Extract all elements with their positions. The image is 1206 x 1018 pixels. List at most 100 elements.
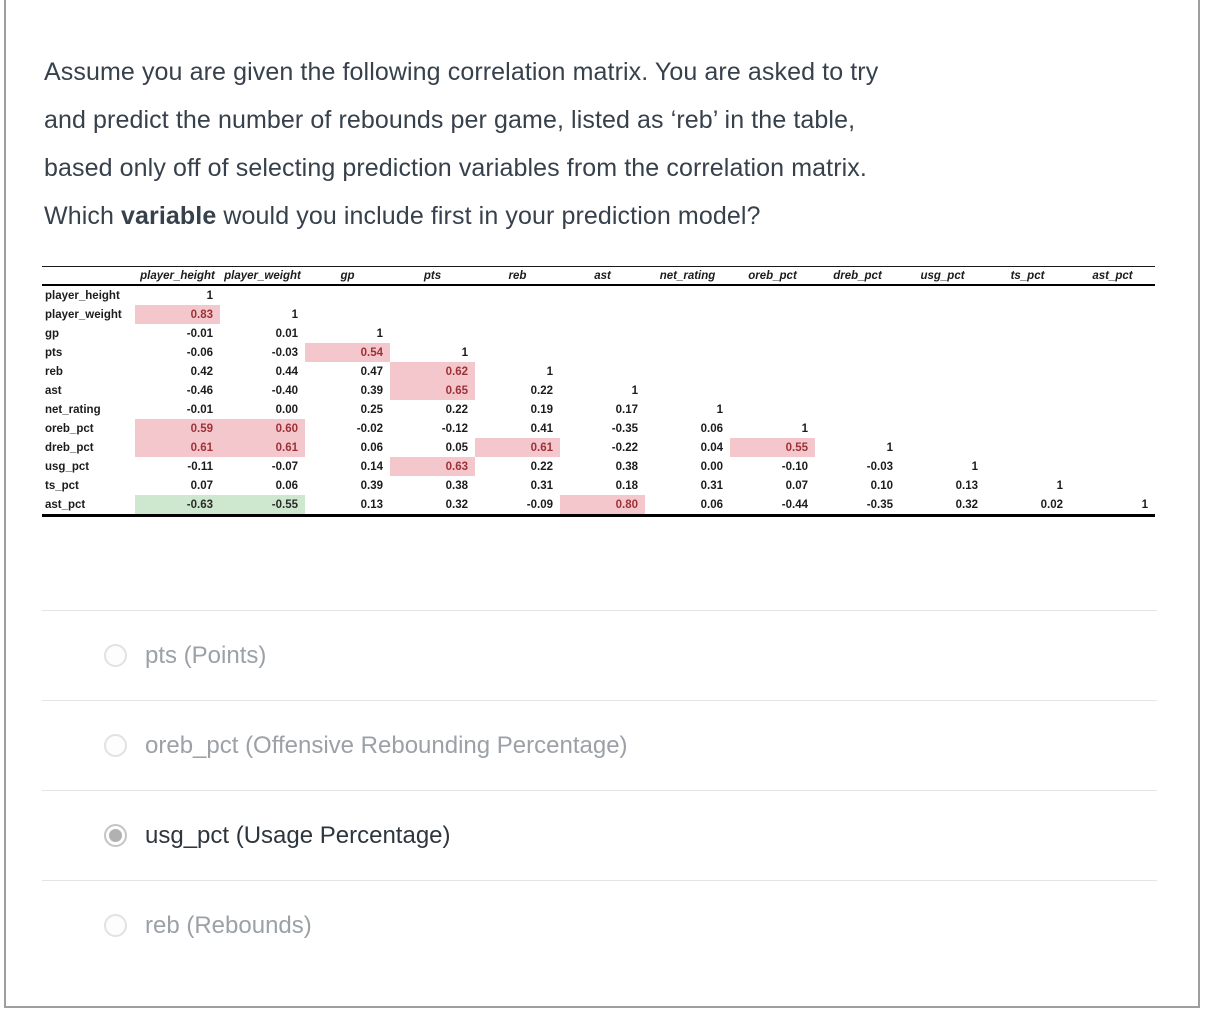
matrix-cell <box>985 381 1070 400</box>
radio-button[interactable] <box>104 734 127 757</box>
matrix-cell: -0.63 <box>135 495 220 516</box>
matrix-cell <box>1070 476 1155 495</box>
matrix-cell <box>475 285 560 305</box>
matrix-cell: -0.46 <box>186 384 213 397</box>
matrix-cell: 0.02 <box>1040 498 1063 511</box>
matrix-cell <box>1070 343 1155 362</box>
matrix-cell <box>815 305 900 324</box>
answer-option[interactable]: pts (Points) <box>42 610 1157 700</box>
matrix-row: player_weight 0.83 1 <box>42 305 1155 324</box>
question-segment: and predict the number of rebounds per g… <box>44 106 856 134</box>
matrix-cell <box>560 343 645 362</box>
option-label: oreb_pct (Offensive Rebounding Percentag… <box>145 731 628 759</box>
matrix-cell: 0.14 <box>360 460 383 473</box>
matrix-cell <box>985 438 1070 457</box>
radio-dot <box>109 829 122 842</box>
matrix-cell: 0.00 <box>275 403 298 416</box>
matrix-cell: 0.32 <box>955 498 978 511</box>
matrix-cell <box>1070 457 1155 476</box>
matrix-cell <box>305 305 390 324</box>
matrix-row: dreb_pct 0.61 0.61 0.06 0.05 0.61 -0.22 0.04 0.5… <box>42 438 1155 457</box>
matrix-cell <box>985 457 1070 476</box>
matrix-cell <box>815 343 900 362</box>
answer-option[interactable]: reb (Rebounds) <box>42 880 1157 970</box>
matrix-cell <box>1070 285 1155 305</box>
matrix-cell <box>645 285 730 305</box>
question-line: and predict the number of rebounds per g… <box>44 96 1164 144</box>
radio-button[interactable] <box>104 914 127 937</box>
matrix-cell <box>900 324 985 343</box>
radio-button[interactable] <box>104 644 127 667</box>
option-label: pts (Points) <box>145 641 267 669</box>
matrix-cell: -0.01 <box>186 403 213 416</box>
matrix-cell: 0.22 <box>530 460 553 473</box>
matrix-cell <box>900 305 985 324</box>
matrix-row: oreb_pct 0.59 0.60 -0.02 -0.12 0.41 -0.35 0.06 1 <box>42 419 1155 438</box>
matrix-cell <box>645 381 730 400</box>
matrix-cell: 0.25 <box>360 403 383 416</box>
correlation-matrix-table: player_height player_weight gp pts reb ast net… <box>42 266 1155 517</box>
matrix-cell: -0.44 <box>781 498 808 511</box>
matrix-cell: -0.03 <box>271 346 298 359</box>
answer-options-list: pts (Points) oreb_pct (Offensive Reboundi… <box>42 610 1157 970</box>
matrix-cell: 0.47 <box>360 365 383 378</box>
matrix-cell: 1 <box>886 441 893 454</box>
matrix-row-label: usg_pct <box>45 460 90 473</box>
matrix-cell: 1 <box>1056 479 1063 492</box>
matrix-column-header: oreb_pct <box>730 266 815 286</box>
matrix-cell: -0.35 <box>611 422 638 435</box>
matrix-cell <box>815 381 900 400</box>
matrix-row: usg_pct -0.11 -0.07 0.14 0.63 0.22 0.38 0.00 -0.… <box>42 457 1155 476</box>
matrix-row: gp -0.01 0.01 1 <box>42 324 1155 343</box>
matrix-row: player_height 1 <box>42 285 1155 305</box>
matrix-cell: 1 <box>376 327 383 340</box>
matrix-cell: 0.07 <box>785 479 808 492</box>
matrix-cell: 0.01 <box>275 327 298 340</box>
matrix-column-header: player_weight <box>220 266 305 286</box>
question-segment: Assume you are given the following corre… <box>44 58 879 86</box>
matrix-cell <box>1070 305 1155 324</box>
matrix-cell <box>815 400 900 419</box>
matrix-cell <box>730 305 815 324</box>
matrix-cell: 1 <box>631 384 638 397</box>
matrix-cell: 0.17 <box>615 403 638 416</box>
answer-option[interactable]: oreb_pct (Offensive Rebounding Percentag… <box>42 700 1157 790</box>
answer-option[interactable]: usg_pct (Usage Percentage) <box>42 790 1157 880</box>
question-line: Which variable would you include first i… <box>44 192 1164 240</box>
matrix-cell <box>730 381 815 400</box>
matrix-row-label: ast <box>45 384 62 397</box>
matrix-cell: 0.54 <box>305 343 390 362</box>
matrix-row-label: oreb_pct <box>45 422 94 435</box>
matrix-row-label: ast_pct <box>45 498 86 511</box>
matrix-cell: 1 <box>206 289 213 302</box>
matrix-row: ast -0.46 -0.40 0.39 0.65 0.22 1 <box>42 381 1155 400</box>
matrix-cell: 0.59 <box>135 419 220 438</box>
option-label: reb (Rebounds) <box>145 911 312 939</box>
matrix-cell: 1 <box>1141 498 1148 511</box>
matrix-cell: 1 <box>801 422 808 435</box>
matrix-row-label: player_height <box>45 289 120 302</box>
question-segment: based only off of selecting prediction v… <box>44 154 867 182</box>
matrix-cell <box>475 324 560 343</box>
matrix-cell <box>730 324 815 343</box>
matrix-cell: 0.61 <box>135 438 220 457</box>
matrix-cell: 0.41 <box>530 422 553 435</box>
question-text: Assume you are given the following corre… <box>44 48 1164 240</box>
matrix-cell <box>560 305 645 324</box>
matrix-cell <box>560 285 645 305</box>
matrix-cell <box>985 419 1070 438</box>
matrix-cell: 1 <box>716 403 723 416</box>
matrix-cell <box>390 324 475 343</box>
option-label: usg_pct (Usage Percentage) <box>145 821 451 849</box>
radio-button-checked[interactable] <box>104 824 127 847</box>
matrix-cell <box>645 324 730 343</box>
matrix-column-header: ast_pct <box>1070 266 1155 286</box>
matrix-column-header: gp <box>305 266 390 286</box>
matrix-cell: 0.80 <box>560 495 645 516</box>
matrix-cell <box>900 362 985 381</box>
matrix-cell: 0.07 <box>190 479 213 492</box>
matrix-column-header: dreb_pct <box>815 266 900 286</box>
matrix-cell <box>730 343 815 362</box>
matrix-cell: -0.03 <box>866 460 893 473</box>
matrix-cell: 0.22 <box>445 403 468 416</box>
